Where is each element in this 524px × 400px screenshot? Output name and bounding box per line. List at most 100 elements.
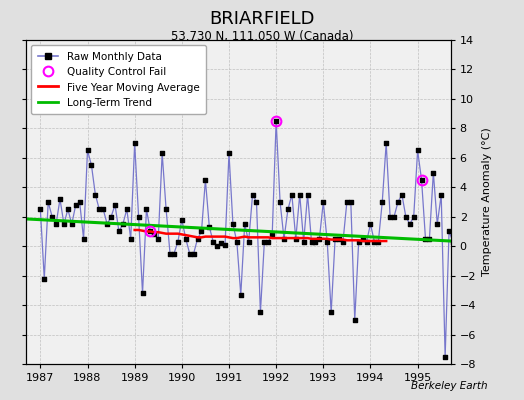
- Point: [476, 177, 485, 183]
- Point: [480, 221, 488, 227]
- Point: [390, 214, 398, 220]
- Point: [95, 206, 103, 212]
- Point: [417, 177, 425, 183]
- Point: [441, 354, 449, 360]
- Point: [276, 199, 284, 205]
- Point: [366, 221, 375, 227]
- Point: [99, 206, 107, 212]
- Point: [433, 221, 441, 227]
- Point: [268, 231, 276, 238]
- Point: [56, 196, 64, 202]
- Point: [134, 214, 143, 220]
- Point: [181, 236, 190, 242]
- Point: [315, 236, 323, 242]
- Point: [280, 236, 288, 242]
- Point: [256, 309, 265, 316]
- Point: [248, 192, 257, 198]
- Point: [107, 214, 115, 220]
- Point: [178, 216, 186, 223]
- Point: [48, 214, 56, 220]
- Point: [351, 317, 359, 323]
- Point: [260, 238, 268, 245]
- Point: [303, 192, 312, 198]
- Point: [162, 206, 170, 212]
- Point: [87, 162, 95, 168]
- Point: [244, 238, 253, 245]
- Point: [146, 228, 155, 235]
- Point: [468, 238, 477, 245]
- Point: [189, 250, 198, 257]
- Point: [413, 147, 422, 154]
- Point: [327, 309, 335, 316]
- Point: [193, 236, 202, 242]
- Point: [225, 150, 233, 156]
- Point: [209, 238, 217, 245]
- Point: [91, 192, 100, 198]
- Point: [382, 140, 390, 146]
- Point: [252, 199, 260, 205]
- Point: [221, 242, 229, 248]
- Point: [75, 199, 84, 205]
- Point: [409, 214, 418, 220]
- Point: [154, 236, 162, 242]
- Point: [83, 147, 92, 154]
- Point: [79, 236, 88, 242]
- Point: [142, 206, 150, 212]
- Point: [71, 202, 80, 208]
- Point: [401, 214, 410, 220]
- Point: [319, 199, 328, 205]
- Point: [170, 250, 178, 257]
- Point: [386, 214, 395, 220]
- Text: 53.730 N, 111.050 W (Canada): 53.730 N, 111.050 W (Canada): [171, 30, 353, 43]
- Point: [68, 221, 76, 227]
- Point: [323, 238, 331, 245]
- Point: [421, 236, 430, 242]
- Point: [272, 118, 280, 124]
- Text: BRIARFIELD: BRIARFIELD: [209, 10, 315, 28]
- Point: [429, 169, 438, 176]
- Point: [394, 199, 402, 205]
- Point: [123, 206, 131, 212]
- Point: [228, 221, 237, 227]
- Point: [52, 221, 60, 227]
- Point: [264, 238, 272, 245]
- Point: [283, 206, 292, 212]
- Point: [158, 150, 166, 156]
- Point: [205, 224, 213, 230]
- Point: [174, 238, 182, 245]
- Point: [453, 250, 461, 257]
- Point: [472, 250, 481, 257]
- Point: [437, 192, 445, 198]
- Point: [378, 199, 386, 205]
- Point: [115, 228, 123, 235]
- Y-axis label: Temperature Anomaly (°C): Temperature Anomaly (°C): [482, 128, 492, 276]
- Text: Berkeley Earth: Berkeley Earth: [411, 381, 487, 391]
- Point: [63, 206, 72, 212]
- Point: [346, 199, 355, 205]
- Point: [299, 238, 308, 245]
- Point: [138, 290, 147, 296]
- Point: [201, 177, 210, 183]
- Point: [370, 238, 378, 245]
- Point: [217, 240, 225, 246]
- Point: [363, 238, 371, 245]
- Point: [358, 236, 367, 242]
- Point: [44, 199, 52, 205]
- Point: [398, 192, 406, 198]
- Point: [150, 231, 158, 238]
- Legend: Raw Monthly Data, Quality Control Fail, Five Year Moving Average, Long-Term Tren: Raw Monthly Data, Quality Control Fail, …: [31, 45, 206, 114]
- Point: [354, 238, 363, 245]
- Point: [425, 236, 433, 242]
- Point: [111, 202, 119, 208]
- Point: [296, 192, 304, 198]
- Point: [343, 199, 351, 205]
- Point: [339, 238, 347, 245]
- Point: [311, 238, 320, 245]
- Point: [445, 228, 453, 235]
- Point: [118, 221, 127, 227]
- Point: [103, 221, 111, 227]
- Point: [307, 238, 315, 245]
- Point: [241, 221, 249, 227]
- Point: [233, 238, 241, 245]
- Point: [374, 238, 383, 245]
